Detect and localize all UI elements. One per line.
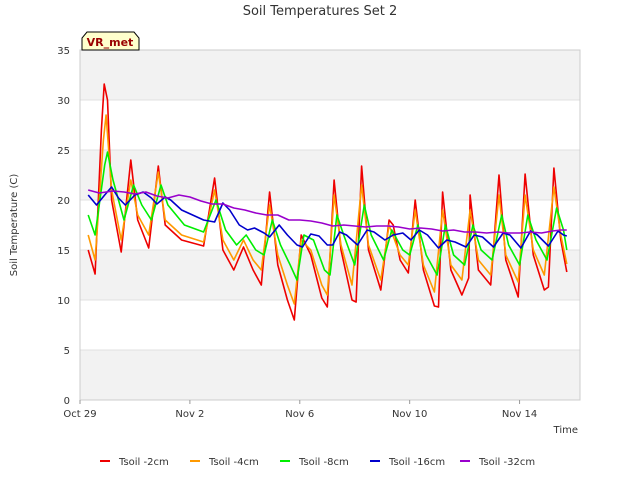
y-tick-label: 30 [57, 96, 70, 107]
y-tick-label: 20 [57, 196, 70, 207]
x-tick-label: Oct 29 [63, 409, 96, 420]
y-tick-label: 25 [57, 146, 70, 157]
y-tick-label: 15 [57, 246, 70, 257]
x-tick-label: Nov 6 [285, 409, 314, 420]
y-axis-ticks: 0 5 10 15 20 25 30 35 [57, 46, 70, 407]
badge-shape [81, 31, 140, 51]
legend-label: Tsoil -2cm [118, 457, 169, 468]
legend-label: Tsoil -4cm [208, 457, 259, 468]
x-tick-label: Nov 14 [502, 409, 537, 420]
y-tick-label: 35 [57, 46, 70, 57]
x-axis-ticks: Oct 29 Nov 2 Nov 6 Nov 10 Nov 14 [63, 400, 537, 420]
badge-label: VR_met [87, 36, 134, 49]
y-tick-label: 10 [57, 296, 70, 307]
legend-label: Tsoil -8cm [298, 457, 349, 468]
x-tick-label: Nov 10 [392, 409, 427, 420]
legend: Tsoil -2cm Tsoil -4cm Tsoil -8cm Tsoil -16c… [100, 457, 535, 468]
legend-label: Tsoil -16cm [388, 457, 445, 468]
series-line-4 [87, 186, 568, 249]
y-axis-label: Soil Temperature (C) [9, 174, 20, 277]
series-line-5 [87, 189, 567, 234]
legend-label: Tsoil -32cm [478, 457, 535, 468]
plot-band [80, 350, 580, 400]
y-tick-label: 0 [64, 396, 70, 407]
x-tick-label: Nov 2 [175, 409, 204, 420]
vr-met-badge: VR_met [81, 31, 140, 51]
x-axis-label: Time [553, 425, 578, 436]
y-tick-label: 5 [64, 346, 70, 357]
data-series [87, 83, 568, 321]
plot-band [80, 50, 580, 100]
plot-area-border [79, 49, 581, 401]
chart-title: Soil Temperatures Set 2 [243, 4, 398, 19]
